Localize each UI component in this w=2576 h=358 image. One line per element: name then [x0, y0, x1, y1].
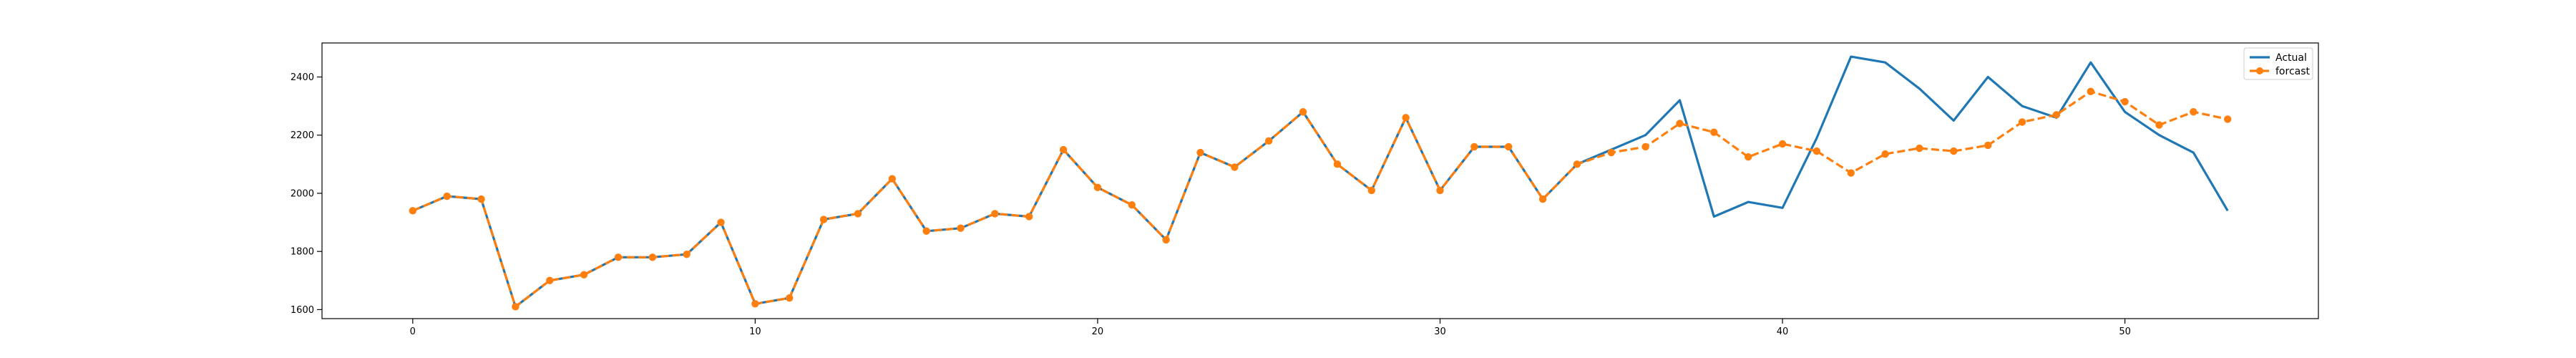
y-tick-label: 2400: [291, 72, 314, 83]
x-axis: 0 10 20 30 40 50: [410, 319, 2131, 337]
series-point-forcast: [580, 271, 588, 279]
series-point-forcast: [819, 216, 828, 223]
series-point-forcast: [2018, 118, 2026, 126]
series-point-forcast: [1881, 150, 1889, 158]
series-point-forcast: [888, 175, 897, 183]
x-tick-label: 0: [410, 326, 416, 337]
series-point-forcast: [1402, 114, 1410, 122]
series-point-forcast: [1025, 213, 1033, 221]
series-point-forcast: [991, 210, 999, 218]
series-point-forcast: [1641, 142, 1649, 151]
series-point-forcast: [2087, 87, 2094, 96]
series-point-forcast: [443, 192, 451, 200]
series-line-forcast: [412, 90, 2228, 308]
series-layer: [409, 55, 2232, 311]
series-point-forcast: [512, 303, 519, 311]
series-point-forcast: [2155, 121, 2163, 129]
series-point-forcast: [1299, 108, 1307, 116]
series-point-forcast: [477, 195, 485, 203]
series-point-forcast: [2190, 108, 2197, 116]
series-point-forcast: [1744, 153, 1752, 161]
axes-frame: [321, 42, 2319, 319]
series-point-forcast: [1916, 144, 1923, 153]
series-point-forcast: [717, 218, 725, 226]
x-tick-label: 30: [1434, 326, 1446, 337]
y-tick-label: 1600: [291, 305, 314, 316]
legend-label-forcast: forcast: [2275, 66, 2311, 77]
series-point-forcast: [1538, 195, 1547, 203]
y-tick-label: 2200: [291, 130, 314, 141]
series-point-forcast: [1950, 147, 1958, 155]
legend-marker-forcast: [2256, 67, 2263, 74]
series-point-forcast: [648, 253, 657, 261]
x-tick-label: 50: [2119, 326, 2131, 337]
series-point-forcast: [1367, 186, 1375, 195]
series-point-forcast: [1607, 148, 1615, 157]
series-point-forcast: [1573, 160, 1581, 168]
series-point-forcast: [409, 207, 417, 215]
series-point-forcast: [683, 251, 691, 258]
series-point-forcast: [1265, 137, 1273, 145]
series-point-forcast: [1778, 140, 1787, 148]
series-point-forcast: [1059, 145, 1068, 154]
series-point-forcast: [1196, 148, 1204, 157]
series-point-forcast: [2052, 111, 2061, 119]
y-axis: 1600 1800 2000 2200 2400: [291, 72, 322, 316]
series-point-forcast: [1162, 236, 1170, 244]
series-point-forcast: [751, 300, 759, 308]
series-point-forcast: [614, 253, 623, 261]
series-point-forcast: [2223, 115, 2232, 123]
series-point-forcast: [1813, 147, 1821, 155]
series-point-forcast: [1128, 201, 1136, 209]
series-point-forcast: [1847, 169, 1855, 177]
series-point-forcast: [957, 224, 965, 232]
series-point-forcast: [1093, 183, 1102, 192]
series-point-forcast: [1231, 163, 1239, 171]
series-point-forcast: [1333, 160, 1342, 168]
series-point-forcast: [786, 294, 794, 302]
x-tick-label: 10: [749, 326, 761, 337]
y-tick-label: 2000: [291, 188, 314, 199]
series-point-forcast: [1676, 120, 1684, 127]
series-point-forcast: [1436, 186, 1444, 195]
series-point-forcast: [2121, 97, 2129, 106]
series-point-forcast: [854, 210, 862, 218]
series-point-forcast: [1710, 128, 1718, 136]
series-point-forcast: [1505, 142, 1513, 151]
y-tick-label: 1800: [291, 247, 314, 258]
series-point-forcast: [1984, 141, 1992, 150]
legend: Actual forcast: [2243, 47, 2313, 80]
x-tick-label: 20: [1092, 326, 1104, 337]
series-point-forcast: [546, 276, 554, 284]
series-point-forcast: [922, 227, 930, 235]
series-line-actual: [412, 55, 2229, 308]
legend-label-actual: Actual: [2275, 52, 2307, 64]
series-point-forcast: [1470, 142, 1478, 151]
x-tick-label: 40: [1777, 326, 1789, 337]
